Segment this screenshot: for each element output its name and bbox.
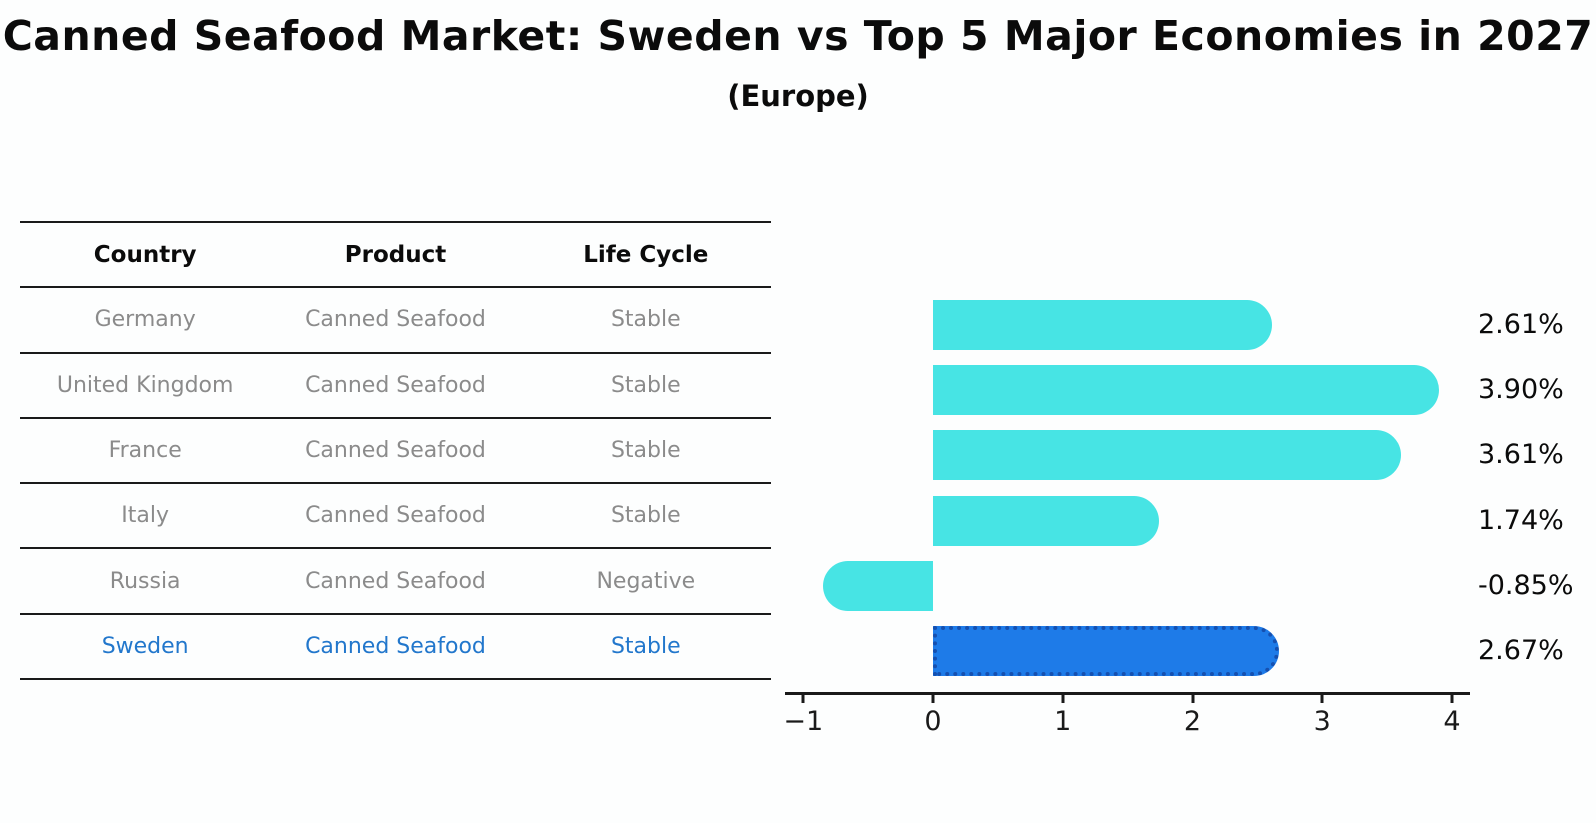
table-cell: Stable xyxy=(610,307,681,333)
table-row-france: France Canned Seafood Stable xyxy=(20,419,771,485)
table-row-italy: Italy Canned Seafood Stable xyxy=(20,484,771,550)
x-axis-tick-label: 4 xyxy=(1443,706,1461,737)
x-axis-tick xyxy=(1450,692,1454,703)
table-cell: Germany xyxy=(94,307,196,333)
table-cell: Stable xyxy=(610,438,681,464)
bar-value-label: 1.74% xyxy=(1478,504,1564,536)
table-cell: Canned Seafood xyxy=(305,307,486,333)
value-labels: 2.61% 3.90% 3.61% 1.74% -0.85% 2.67% xyxy=(1478,290,1596,695)
x-axis-tick xyxy=(1320,692,1324,703)
bar-value-label: 2.61% xyxy=(1478,308,1564,340)
table-cell: Canned Seafood xyxy=(305,372,486,398)
table-cell: France xyxy=(108,438,182,464)
x-axis-tick xyxy=(1061,692,1065,703)
bar-value-label: 3.61% xyxy=(1478,439,1564,471)
x-axis-tick-label: −1 xyxy=(783,706,824,737)
bar-united-kingdom xyxy=(933,365,1440,416)
bar-russia xyxy=(822,560,933,611)
table-row-united-kingdom: United Kingdom Canned Seafood Stable xyxy=(20,354,771,419)
table-cell: Negative xyxy=(596,568,696,594)
table-cell: Canned Seafood xyxy=(305,568,486,594)
table-cell: Russia xyxy=(109,568,181,594)
table-row-germany: Germany Canned Seafood Stable xyxy=(20,288,771,354)
bar-france xyxy=(933,430,1402,481)
bar-germany xyxy=(933,300,1272,350)
table-row-russia: Russia Canned Seafood Negative xyxy=(20,549,771,615)
table-cell: Stable xyxy=(610,503,681,529)
table-cell: Canned Seafood xyxy=(305,633,486,659)
table-cell: United Kingdom xyxy=(56,372,234,398)
bar-value-label: 2.67% xyxy=(1478,634,1564,666)
table-cell: Sweden xyxy=(101,633,189,659)
table-header-cell: Life Cycle xyxy=(583,241,709,268)
x-axis-tick-label: 3 xyxy=(1313,706,1331,737)
x-axis-tick xyxy=(1191,692,1194,703)
x-axis-tick-label: 1 xyxy=(1054,706,1072,737)
bar-value-label: 3.90% xyxy=(1478,374,1564,406)
table-cell: Stable xyxy=(610,372,681,398)
chart-subtitle: (Europe) xyxy=(727,79,869,113)
bar-plot: −1 0 1 2 3 4 xyxy=(783,290,1470,737)
table-header-cell: Product xyxy=(344,241,447,268)
chart-title: Canned Seafood Market: Sweden vs Top 5 M… xyxy=(2,12,1594,60)
table-row-sweden: Sweden Canned Seafood Stable xyxy=(20,615,771,681)
table-cell: Italy xyxy=(121,503,170,529)
table-header-row: Country Product Life Cycle xyxy=(20,223,771,289)
table-cell: Canned Seafood xyxy=(305,503,486,529)
bar-italy xyxy=(933,495,1159,546)
table-cell: Stable xyxy=(610,633,681,659)
x-axis-tick-label: 2 xyxy=(1183,706,1202,737)
x-axis-tick xyxy=(801,692,805,703)
bar-sweden xyxy=(933,626,1280,676)
x-axis-tick xyxy=(931,692,935,703)
table-body: Germany Canned Seafood Stable United Kingdo… xyxy=(20,288,771,681)
country-table: Country Product Life Cycle Germany Canned S… xyxy=(20,221,771,681)
table-cell: Canned Seafood xyxy=(305,438,486,464)
table-header-cell: Country xyxy=(93,241,197,268)
x-axis-tick-label: 0 xyxy=(924,706,942,737)
bar-value-label: -0.85% xyxy=(1478,569,1574,601)
